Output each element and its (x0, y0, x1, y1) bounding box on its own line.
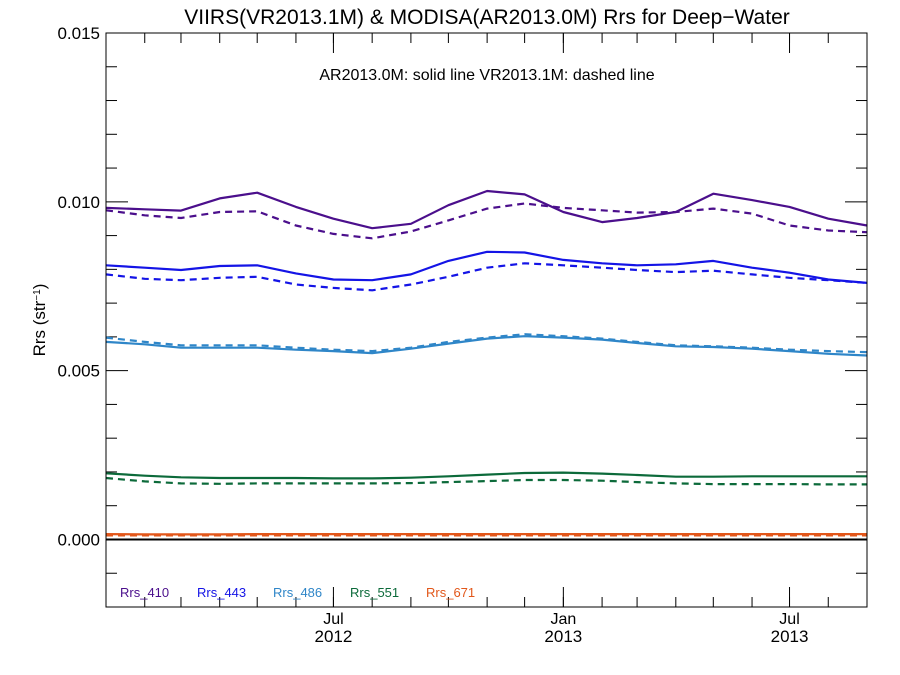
x-tick-month: Jul (323, 611, 343, 628)
y-tick-label: 0.010 (57, 193, 100, 212)
legend-item-rrs-486: Rrs_486 (273, 585, 322, 600)
y-tick-label: 0.005 (57, 362, 100, 381)
legend-item-rrs-671: Rrs_671 (426, 585, 475, 600)
series-line-rrs-551-solid (105, 471, 867, 480)
x-tick-year: 2012 (315, 627, 353, 646)
series-line-rrs-486-solid (105, 335, 868, 357)
legend: Rrs_410 Rrs_443 Rrs_486 Rrs_551 Rrs_671 (120, 585, 475, 600)
legend-item-rrs-443: Rrs_443 (197, 585, 246, 600)
series-lines (105, 189, 868, 537)
chart-annotation: AR2013.0M: solid line VR2013.1M: dashed … (319, 67, 654, 84)
legend-item-rrs-410: Rrs_410 (120, 585, 169, 600)
series-line-rrs-443-dashed (105, 262, 868, 292)
plot-frame (105, 32, 868, 608)
x-tick-month: Jan (550, 611, 576, 628)
series-line-rrs-486-dashed (105, 333, 868, 354)
y-axis-label: Rrs (str−1) (30, 284, 49, 357)
x-tick-year: 2013 (544, 627, 582, 646)
series-line-rrs-443-solid (105, 250, 868, 284)
legend-item-rrs-551: Rrs_551 (350, 585, 399, 600)
series-line-rrs-410-dashed (105, 202, 868, 240)
x-tick-year: 2013 (771, 627, 809, 646)
y-tick-label: 0.015 (57, 24, 100, 43)
chart-title: VIIRS(VR2013.1M) & MODISA(AR2013.0M) Rrs… (184, 6, 790, 29)
series-line-rrs-410-solid (105, 189, 868, 230)
y-tick-label: 0.000 (57, 530, 100, 549)
series-line-rrs-551-dashed (105, 476, 867, 486)
x-tick-month: Jul (779, 611, 799, 628)
axis-ticks: 0.0000.0050.0100.015Jul2012Jan2013Jul201… (57, 24, 868, 646)
